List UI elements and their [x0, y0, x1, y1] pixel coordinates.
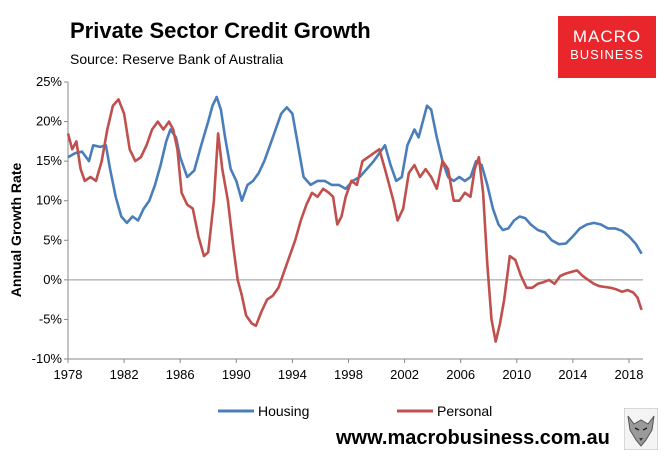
- wolf-icon: [624, 408, 658, 450]
- x-tick-label: 1990: [222, 367, 251, 382]
- x-tick-label: 1986: [166, 367, 195, 382]
- chart-legend: Housing Personal: [218, 403, 492, 419]
- x-tick-label: 1998: [334, 367, 363, 382]
- x-tick-label: 2006: [446, 367, 475, 382]
- x-tick-label: 1994: [278, 367, 307, 382]
- series-line-personal: [66, 98, 643, 343]
- x-tick-label: 2014: [558, 367, 587, 382]
- chart-axes: -10% -5% 0% 5% 10% 15% 20% 25% 1978 1982 1986 1990 1…: [32, 74, 644, 382]
- chart-source: Source: Reserve Bank of Australia: [70, 51, 284, 67]
- chart-series: [66, 95, 643, 343]
- y-tick-label: 15%: [36, 153, 62, 168]
- y-tick-label: 20%: [36, 114, 62, 129]
- legend-label-housing: Housing: [258, 403, 309, 419]
- y-tick-label: -5%: [39, 311, 63, 326]
- y-axis-label: Annual Growth Rate: [8, 163, 24, 298]
- y-tick-label: 5%: [43, 232, 62, 247]
- logo-line-2: BUSINESS: [570, 47, 644, 62]
- x-tick-label: 1982: [110, 367, 139, 382]
- y-tick-label: -10%: [32, 351, 63, 366]
- footer-url[interactable]: www.macrobusiness.com.au: [336, 427, 610, 449]
- logo-line-1: MACRO: [572, 27, 642, 46]
- y-tick-label: 10%: [36, 193, 62, 208]
- macrobusiness-logo[interactable]: MACRO BUSINESS: [558, 16, 656, 78]
- series-line-housing: [67, 95, 643, 255]
- x-tick-label: 1978: [54, 367, 83, 382]
- page-title: Private Sector Credit Growth: [70, 18, 371, 43]
- legend-label-personal: Personal: [437, 403, 492, 419]
- y-tick-label: 25%: [36, 74, 62, 89]
- x-tick-label: 2010: [502, 367, 531, 382]
- x-tick-label: 2018: [615, 367, 644, 382]
- x-tick-label: 2002: [390, 367, 419, 382]
- y-tick-label: 0%: [43, 272, 62, 287]
